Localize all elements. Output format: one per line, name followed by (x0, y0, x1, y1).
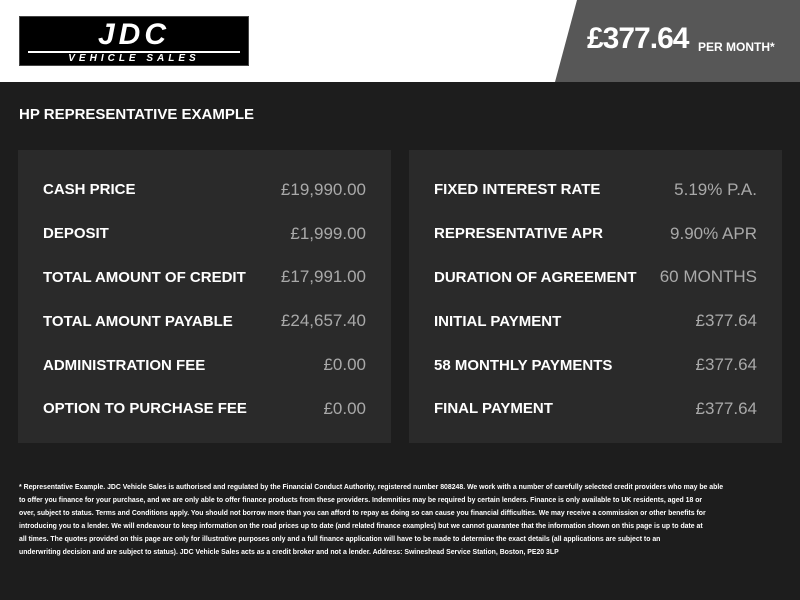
finance-row: FINAL PAYMENT £377.64 (434, 387, 757, 431)
finance-label: DEPOSIT (43, 225, 109, 243)
finance-value: £17,991.00 (280, 267, 366, 287)
per-month-label: PER MONTH* (698, 40, 775, 54)
monthly-price-box (555, 0, 800, 82)
monthly-price: £377.64 (587, 22, 689, 55)
finance-label: CASH PRICE (43, 181, 136, 199)
finance-row: REPRESENTATIVE APR 9.90% APR (434, 212, 757, 256)
finance-panel-left: CASH PRICE £19,990.00 DEPOSIT £1,999.00 TOTA… (18, 150, 391, 443)
finance-row: FIXED INTEREST RATE 5.19% P.A. (434, 168, 757, 212)
finance-value: £377.64 (695, 398, 757, 418)
finance-value: £377.64 (695, 311, 757, 331)
finance-row: INITIAL PAYMENT £377.64 (434, 299, 757, 343)
disclaimer-line: all times. The quotes provided on this p… (19, 536, 661, 543)
finance-value: £19,990.00 (280, 179, 366, 199)
finance-label: FINAL PAYMENT (434, 400, 553, 418)
finance-row: DURATION OF AGREEMENT 60 MONTHS (434, 256, 757, 300)
finance-label: ADMINISTRATION FEE (43, 356, 206, 374)
finance-row: DEPOSIT £1,999.00 (43, 212, 366, 256)
finance-row: CASH PRICE £19,990.00 (43, 168, 366, 212)
disclaimer: * Representative Example. JDC Vehicle Sa… (19, 481, 781, 559)
finance-label: INITIAL PAYMENT (434, 312, 562, 330)
disclaimer-line: introducing you to a lender. We will end… (19, 523, 703, 530)
disclaimer-line: over, subject to status. Terms and Condi… (19, 510, 706, 517)
logo-divider (28, 51, 240, 53)
logo-tagline: VEHICLE SALES (68, 53, 200, 64)
disclaimer-line: * Representative Example. JDC Vehicle Sa… (19, 484, 724, 491)
logo-text: JDC (97, 18, 170, 51)
finance-value: £24,657.40 (280, 311, 366, 331)
finance-row: TOTAL AMOUNT OF CREDIT £17,991.00 (43, 256, 366, 300)
finance-value: £377.64 (695, 355, 757, 375)
finance-row: 58 MONTHLY PAYMENTS £377.64 (434, 343, 757, 387)
finance-label: TOTAL AMOUNT OF CREDIT (43, 268, 246, 286)
finance-value: £0.00 (323, 355, 366, 375)
finance-value: 9.90% APR (670, 223, 757, 243)
finance-label: FIXED INTEREST RATE (434, 181, 601, 199)
finance-row: OPTION TO PURCHASE FEE £0.00 (43, 387, 366, 431)
finance-label: 58 MONTHLY PAYMENTS (434, 356, 613, 374)
section-title: HP REPRESENTATIVE EXAMPLE (19, 106, 255, 123)
finance-label: TOTAL AMOUNT PAYABLE (43, 312, 233, 330)
finance-value: £1,999.00 (290, 223, 366, 243)
finance-label: OPTION TO PURCHASE FEE (43, 400, 247, 418)
finance-value: £0.00 (323, 398, 366, 418)
finance-label: REPRESENTATIVE APR (434, 225, 603, 243)
finance-row: TOTAL AMOUNT PAYABLE £24,657.40 (43, 299, 366, 343)
finance-row: ADMINISTRATION FEE £0.00 (43, 343, 366, 387)
disclaimer-line: underwriting decision and are subject to… (19, 549, 559, 556)
finance-value: 5.19% P.A. (674, 179, 757, 199)
finance-value: 60 MONTHS (659, 267, 757, 287)
finance-label: DURATION OF AGREEMENT (434, 268, 637, 286)
disclaimer-line: to offer you finance for your purchase, … (19, 497, 703, 504)
finance-panel-right: FIXED INTEREST RATE 5.19% P.A. REPRESENTAT… (409, 150, 782, 443)
jdc-logo[interactable]: JDC VEHICLE SALES (19, 16, 249, 66)
